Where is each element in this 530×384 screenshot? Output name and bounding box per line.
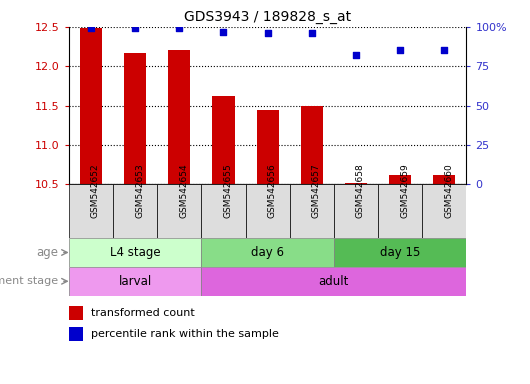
Text: GSM542659: GSM542659: [400, 164, 409, 218]
Bar: [69, 184, 113, 238]
Bar: [301, 106, 323, 184]
Bar: [69, 267, 201, 296]
Bar: [434, 175, 455, 184]
Text: development stage: development stage: [0, 276, 58, 286]
Bar: [290, 184, 334, 238]
Text: GSM542652: GSM542652: [91, 164, 100, 218]
Bar: [245, 184, 290, 238]
Bar: [201, 238, 334, 267]
Bar: [378, 184, 422, 238]
Point: [263, 30, 272, 36]
Point: [352, 52, 360, 58]
Title: GDS3943 / 189828_s_at: GDS3943 / 189828_s_at: [184, 10, 351, 25]
Bar: [345, 183, 367, 184]
Text: transformed count: transformed count: [91, 308, 195, 318]
Text: day 15: day 15: [380, 246, 420, 259]
Text: GSM542656: GSM542656: [268, 164, 277, 218]
Bar: [201, 184, 245, 238]
Text: adult: adult: [319, 275, 349, 288]
Bar: [257, 109, 279, 184]
Bar: [168, 50, 190, 184]
Bar: [124, 53, 146, 184]
Text: GSM542660: GSM542660: [444, 164, 453, 218]
Text: larval: larval: [119, 275, 152, 288]
Point: [131, 25, 139, 31]
Point: [87, 25, 95, 31]
Bar: [334, 184, 378, 238]
Bar: [213, 96, 234, 184]
Text: GSM542658: GSM542658: [356, 164, 365, 218]
Bar: [422, 184, 466, 238]
Point: [440, 47, 448, 53]
Bar: [80, 28, 102, 184]
Point: [219, 28, 228, 35]
Text: GSM542657: GSM542657: [312, 164, 321, 218]
Text: L4 stage: L4 stage: [110, 246, 161, 259]
Bar: [334, 238, 466, 267]
Point: [396, 47, 404, 53]
Point: [175, 25, 183, 31]
Text: percentile rank within the sample: percentile rank within the sample: [91, 329, 279, 339]
Bar: [69, 238, 201, 267]
Text: GSM542655: GSM542655: [224, 164, 233, 218]
Bar: [201, 267, 466, 296]
Bar: [157, 184, 201, 238]
Text: age: age: [36, 246, 58, 259]
Point: [307, 30, 316, 36]
Bar: [113, 184, 157, 238]
Text: day 6: day 6: [251, 246, 284, 259]
Text: GSM542653: GSM542653: [135, 164, 144, 218]
Bar: [389, 175, 411, 184]
Bar: [69, 306, 83, 320]
Bar: [69, 327, 83, 341]
Text: GSM542654: GSM542654: [179, 164, 188, 218]
